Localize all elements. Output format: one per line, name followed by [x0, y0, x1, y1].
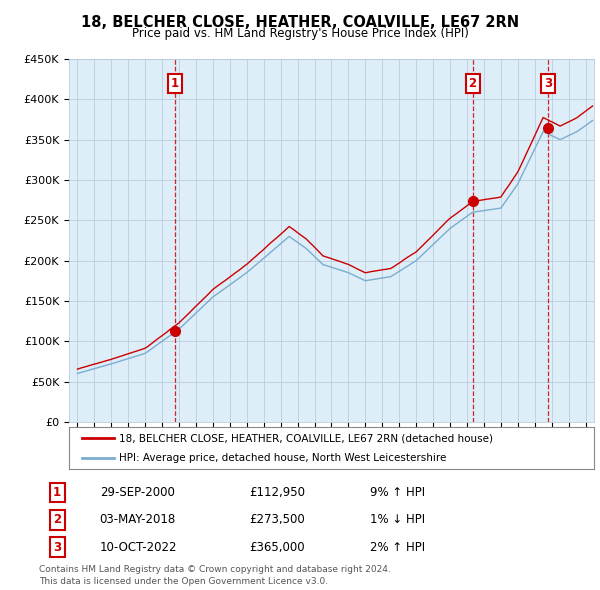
Text: 10-OCT-2022: 10-OCT-2022: [100, 541, 177, 554]
Text: £112,950: £112,950: [249, 486, 305, 499]
Text: £273,500: £273,500: [249, 513, 305, 526]
Text: £365,000: £365,000: [249, 541, 304, 554]
Text: This data is licensed under the Open Government Licence v3.0.: This data is licensed under the Open Gov…: [39, 577, 328, 586]
Text: 03-MAY-2018: 03-MAY-2018: [100, 513, 176, 526]
Text: 1: 1: [53, 486, 61, 499]
Text: 2: 2: [53, 513, 61, 526]
Text: 1: 1: [171, 77, 179, 90]
Text: 2% ↑ HPI: 2% ↑ HPI: [370, 541, 425, 554]
Text: 1% ↓ HPI: 1% ↓ HPI: [370, 513, 425, 526]
Text: 9% ↑ HPI: 9% ↑ HPI: [370, 486, 425, 499]
Text: 2: 2: [469, 77, 476, 90]
Text: HPI: Average price, detached house, North West Leicestershire: HPI: Average price, detached house, Nort…: [119, 454, 446, 463]
Text: 3: 3: [544, 77, 552, 90]
Text: 3: 3: [53, 541, 61, 554]
Text: 18, BELCHER CLOSE, HEATHER, COALVILLE, LE67 2RN: 18, BELCHER CLOSE, HEATHER, COALVILLE, L…: [81, 15, 519, 30]
Text: Contains HM Land Registry data © Crown copyright and database right 2024.: Contains HM Land Registry data © Crown c…: [39, 565, 391, 574]
Text: Price paid vs. HM Land Registry's House Price Index (HPI): Price paid vs. HM Land Registry's House …: [131, 27, 469, 40]
Text: 29-SEP-2000: 29-SEP-2000: [100, 486, 175, 499]
Text: 18, BELCHER CLOSE, HEATHER, COALVILLE, LE67 2RN (detached house): 18, BELCHER CLOSE, HEATHER, COALVILLE, L…: [119, 434, 493, 444]
